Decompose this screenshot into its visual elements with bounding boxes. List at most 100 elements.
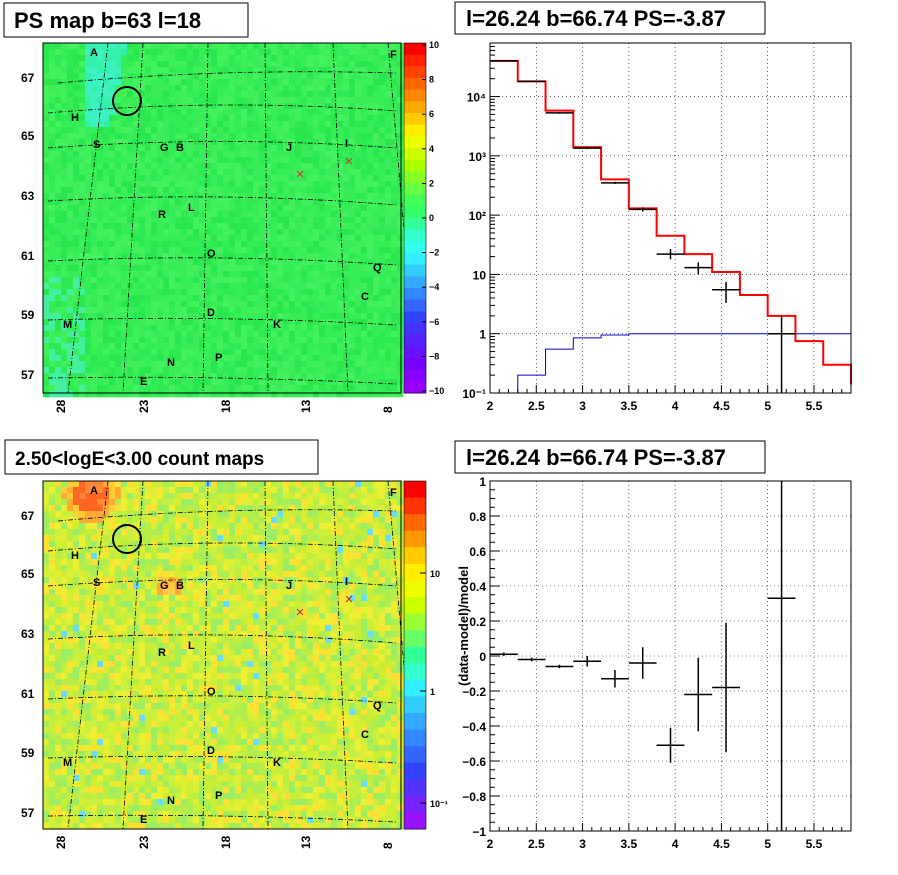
map-pixel	[337, 229, 344, 236]
map-pixel	[391, 139, 398, 146]
map-pixel	[145, 289, 152, 296]
map-pixel	[157, 205, 164, 212]
map-pixel	[361, 223, 368, 230]
map-pixel	[397, 205, 404, 212]
map-pixel	[283, 211, 290, 218]
map-pixel	[133, 343, 140, 350]
map-pixel	[367, 139, 374, 146]
map-pixel	[169, 325, 176, 332]
map-pixel	[163, 79, 170, 86]
map-pixel	[223, 61, 230, 68]
map-pixel	[163, 67, 170, 74]
map-pixel	[109, 283, 116, 290]
map-pixel	[253, 337, 260, 344]
map-pixel	[349, 307, 356, 314]
map-pixel	[379, 283, 386, 290]
map-pixel	[97, 79, 104, 86]
map-pixel	[385, 529, 392, 536]
map-pixel	[265, 193, 272, 200]
map-pixel	[139, 121, 146, 128]
map-pixel	[367, 61, 374, 68]
map-pixel	[313, 295, 320, 302]
map-pixel	[187, 535, 194, 542]
map-pixel	[241, 91, 248, 98]
map-pixel	[205, 343, 212, 350]
map-pixel	[121, 265, 128, 272]
map-pixel	[145, 103, 152, 110]
map-pixel	[205, 289, 212, 296]
map-pixel	[241, 139, 248, 146]
map-pixel	[343, 583, 350, 590]
map-pixel	[361, 241, 368, 248]
map-pixel	[217, 553, 224, 560]
map-pixel	[307, 163, 314, 170]
map-pixel	[61, 559, 68, 566]
map-pixel	[223, 373, 230, 380]
map-pixel	[325, 583, 332, 590]
map-pixel	[307, 199, 314, 206]
map-pixel	[121, 253, 128, 260]
map-pixel	[175, 109, 182, 116]
map-pixel	[289, 205, 296, 212]
map-pixel	[313, 391, 320, 398]
map-pixel	[235, 277, 242, 284]
map-pixel	[223, 43, 230, 50]
map-pixel	[127, 337, 134, 344]
map-pixel	[169, 169, 176, 176]
map-pixel	[145, 259, 152, 266]
source-label-b: B	[176, 142, 184, 154]
map-pixel	[385, 259, 392, 266]
map-pixel	[319, 85, 326, 92]
map-pixel	[211, 385, 218, 392]
map-pixel	[211, 391, 218, 398]
map-pixel	[391, 565, 398, 572]
map-pixel	[199, 589, 206, 596]
map-pixel	[361, 43, 368, 50]
map-pixel	[295, 361, 302, 368]
map-pixel	[229, 97, 236, 104]
map-pixel	[247, 187, 254, 194]
map-pixel	[91, 499, 98, 506]
map-pixel	[247, 247, 254, 254]
map-pixel	[283, 151, 290, 158]
map-pixel	[355, 271, 362, 278]
map-pixel	[235, 121, 242, 128]
map-pixel	[289, 229, 296, 236]
map-pixel	[373, 127, 380, 134]
map-pixel	[343, 133, 350, 140]
map-pixel	[247, 535, 254, 542]
map-pixel	[331, 91, 338, 98]
map-pixel	[181, 325, 188, 332]
map-pixel	[67, 157, 74, 164]
map-pixel	[349, 61, 356, 68]
map-pixel	[259, 253, 266, 260]
map-pixel	[181, 355, 188, 362]
map-pixel	[301, 133, 308, 140]
map-pixel	[367, 127, 374, 134]
map-pixel	[43, 55, 50, 62]
map-pixel	[325, 133, 332, 140]
map-pixel	[301, 193, 308, 200]
map-pixel	[97, 91, 104, 98]
map-pixel	[367, 523, 374, 530]
map-pixel	[235, 307, 242, 314]
map-pixel	[85, 373, 92, 380]
map-pixel	[73, 493, 80, 500]
map-pixel	[259, 187, 266, 194]
map-pixel	[355, 547, 362, 554]
map-pixel	[145, 187, 152, 194]
map-pixel	[133, 265, 140, 272]
map-pixel	[97, 583, 104, 590]
map-pixel	[397, 583, 404, 590]
map-pixel	[205, 493, 212, 500]
map-pixel	[277, 301, 284, 308]
map-pixel	[349, 337, 356, 344]
map-pixel	[193, 199, 200, 206]
map-pixel	[175, 337, 182, 344]
map-pixel	[79, 283, 86, 290]
map-pixel	[109, 565, 116, 572]
map-pixel	[361, 97, 368, 104]
map-pixel	[55, 499, 62, 506]
map-pixel	[205, 307, 212, 314]
map-pixel	[115, 595, 122, 602]
